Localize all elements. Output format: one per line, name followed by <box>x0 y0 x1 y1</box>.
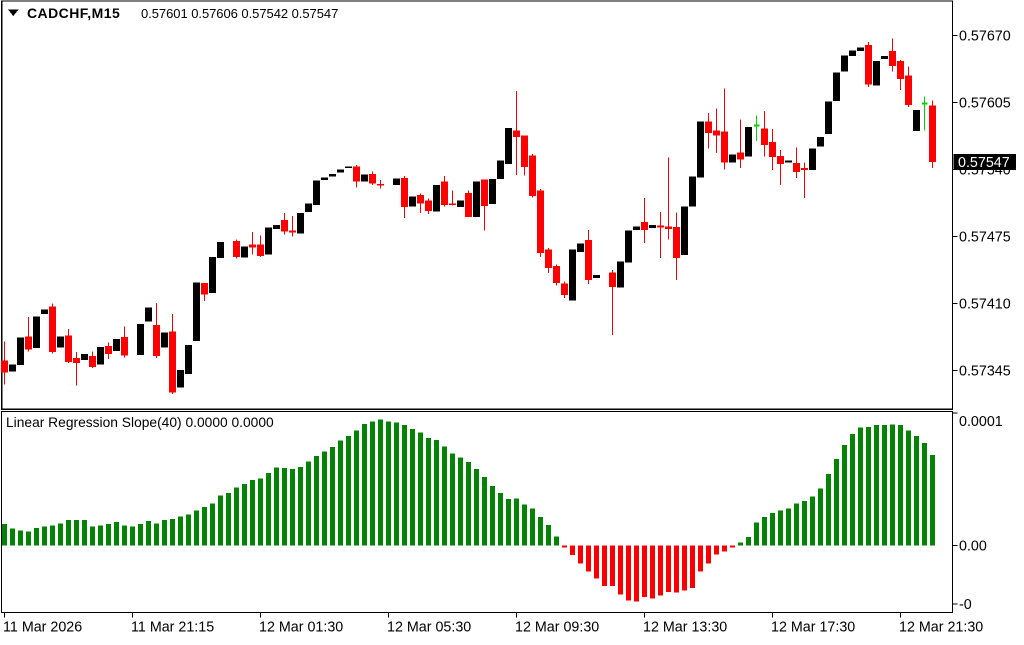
svg-text:0.57601 0.57606 0.57542 0.5754: 0.57601 0.57606 0.57542 0.57547 <box>141 6 338 21</box>
svg-text:Linear Regression Slope(40) 0.: Linear Regression Slope(40) 0.0000 0.000… <box>6 415 274 430</box>
svg-text:0.57547: 0.57547 <box>958 155 1010 171</box>
svg-text:CADCHF,M15: CADCHF,M15 <box>27 5 120 21</box>
svg-text:0.57345: 0.57345 <box>959 364 1011 380</box>
svg-text:0.00: 0.00 <box>959 539 987 555</box>
svg-text:0.57670: 0.57670 <box>959 29 1011 45</box>
svg-text:12 Mar 01:30: 12 Mar 01:30 <box>259 619 343 635</box>
svg-text:12 Mar 05:30: 12 Mar 05:30 <box>387 619 471 635</box>
svg-text:11 Mar 21:15: 11 Mar 21:15 <box>131 619 214 635</box>
svg-text:-0: -0 <box>959 597 972 613</box>
svg-text:12 Mar 09:30: 12 Mar 09:30 <box>515 619 599 635</box>
svg-text:0.57410: 0.57410 <box>959 297 1011 313</box>
svg-text:0.57475: 0.57475 <box>959 230 1011 246</box>
svg-text:12 Mar 17:30: 12 Mar 17:30 <box>771 619 855 635</box>
svg-text:11 Mar 2026: 11 Mar 2026 <box>3 619 82 635</box>
svg-text:0.57605: 0.57605 <box>959 96 1011 112</box>
svg-text:12 Mar 13:30: 12 Mar 13:30 <box>643 619 727 635</box>
svg-text:0.0001: 0.0001 <box>959 414 1003 430</box>
svg-text:12 Mar 21:30: 12 Mar 21:30 <box>899 619 983 635</box>
